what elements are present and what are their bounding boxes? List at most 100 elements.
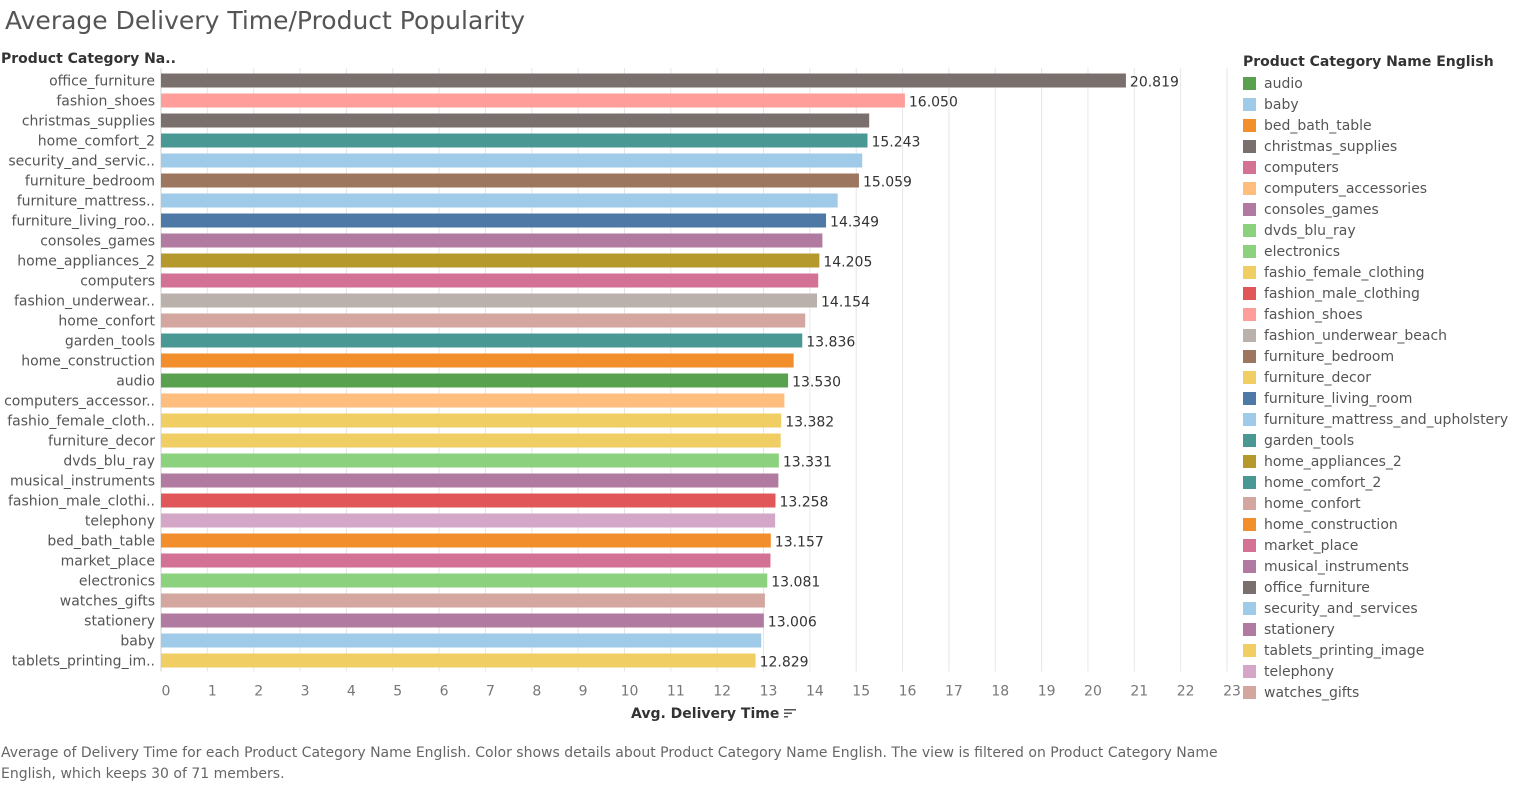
category-label: bed_bath_table <box>47 534 155 550</box>
legend-item[interactable]: home_appliances_2 <box>1243 451 1529 472</box>
bar[interactable] <box>161 273 819 288</box>
bar[interactable] <box>161 213 827 228</box>
legend-item[interactable]: fashion_shoes <box>1243 304 1529 325</box>
legend-swatch <box>1243 413 1256 426</box>
legend-item[interactable]: consoles_games <box>1243 199 1529 220</box>
legend-swatch <box>1243 224 1256 237</box>
bar[interactable] <box>161 433 781 448</box>
bar[interactable] <box>161 73 1126 88</box>
bar[interactable] <box>161 633 762 648</box>
bar[interactable] <box>161 573 768 588</box>
x-tick-label: 13 <box>760 684 778 700</box>
row-header[interactable]: Product Category Na.. <box>1 51 176 67</box>
category-label: consoles_games <box>40 234 155 250</box>
legend-label: bed_bath_table <box>1264 117 1372 134</box>
bar[interactable] <box>161 593 765 608</box>
category-label: home_construction <box>21 354 155 370</box>
legend-item[interactable]: computers_accessories <box>1243 178 1529 199</box>
x-tick-label: 0 <box>162 684 171 700</box>
legend-item[interactable]: fashion_underwear_beach <box>1243 325 1529 346</box>
legend-label: furniture_living_room <box>1264 390 1413 407</box>
legend-item[interactable]: watches_gifts <box>1243 682 1529 703</box>
bar[interactable] <box>161 153 863 168</box>
bar[interactable] <box>161 313 806 328</box>
legend-item[interactable]: bed_bath_table <box>1243 115 1529 136</box>
category-label: home_confort <box>58 314 155 330</box>
bar[interactable] <box>161 393 785 408</box>
bar[interactable] <box>161 413 782 428</box>
category-label: fashion_shoes <box>56 94 155 110</box>
bar[interactable] <box>161 493 776 508</box>
legend-item[interactable]: security_and_services <box>1243 598 1529 619</box>
legend-item[interactable]: home_construction <box>1243 514 1529 535</box>
bar[interactable] <box>161 373 789 388</box>
bar[interactable] <box>161 613 764 628</box>
x-tick-label: 21 <box>1130 684 1148 700</box>
x-tick-label: 3 <box>301 684 310 700</box>
legend-item[interactable]: fashion_male_clothing <box>1243 283 1529 304</box>
bar[interactable] <box>161 533 771 548</box>
bar[interactable] <box>161 233 823 248</box>
legend-item[interactable]: tablets_printing_image <box>1243 640 1529 661</box>
bar[interactable] <box>161 653 756 668</box>
bar[interactable] <box>161 333 803 348</box>
legend-label: market_place <box>1264 537 1359 554</box>
legend-label: home_comfort_2 <box>1264 474 1382 491</box>
legend-item[interactable]: baby <box>1243 94 1529 115</box>
data-label: 13.258 <box>779 495 828 511</box>
legend-item[interactable]: computers <box>1243 157 1529 178</box>
x-tick-label: 16 <box>899 684 917 700</box>
bar[interactable] <box>161 513 776 528</box>
x-tick-label: 2 <box>254 684 263 700</box>
legend-item[interactable]: garden_tools <box>1243 430 1529 451</box>
legend-item[interactable]: office_furniture <box>1243 577 1529 598</box>
legend-label: furniture_decor <box>1264 369 1372 386</box>
category-label: dvds_blu_ray <box>63 454 155 470</box>
x-axis-title-container[interactable]: Avg. Delivery Time <box>631 706 797 722</box>
data-label: 12.829 <box>760 655 809 671</box>
legend-label: home_construction <box>1264 516 1398 533</box>
legend-item[interactable]: musical_instruments <box>1243 556 1529 577</box>
bar[interactable] <box>161 113 870 128</box>
legend-item[interactable]: market_place <box>1243 535 1529 556</box>
legend-swatch <box>1243 329 1256 342</box>
bar[interactable] <box>161 253 820 268</box>
legend-item[interactable]: dvds_blu_ray <box>1243 220 1529 241</box>
legend-swatch <box>1243 98 1256 111</box>
bar[interactable] <box>161 473 779 488</box>
bar[interactable] <box>161 133 868 148</box>
legend-item[interactable]: stationery <box>1243 619 1529 640</box>
legend-swatch <box>1243 665 1256 678</box>
legend-item[interactable]: home_comfort_2 <box>1243 472 1529 493</box>
legend-item[interactable]: home_confort <box>1243 493 1529 514</box>
legend-item[interactable]: furniture_mattress_and_upholstery <box>1243 409 1529 430</box>
x-tick-label: 20 <box>1084 684 1102 700</box>
x-tick-label: 7 <box>486 684 495 700</box>
bar[interactable] <box>161 553 771 568</box>
legend-swatch <box>1243 140 1256 153</box>
legend-item[interactable]: christmas_supplies <box>1243 136 1529 157</box>
legend-label: fashio_female_clothing <box>1264 264 1425 281</box>
x-tick-label: 5 <box>393 684 402 700</box>
legend-item[interactable]: telephony <box>1243 661 1529 682</box>
legend-item[interactable]: furniture_bedroom <box>1243 346 1529 367</box>
bar[interactable] <box>161 353 794 368</box>
bar[interactable] <box>161 93 905 108</box>
legend-label: home_confort <box>1264 495 1361 512</box>
x-tick-label: 17 <box>945 684 963 700</box>
legend-swatch <box>1243 476 1256 489</box>
bar[interactable] <box>161 293 818 308</box>
legend-item[interactable]: fashio_female_clothing <box>1243 262 1529 283</box>
legend-item[interactable]: furniture_living_room <box>1243 388 1529 409</box>
data-label: 15.243 <box>871 135 920 151</box>
bar[interactable] <box>161 453 779 468</box>
legend-item[interactable]: furniture_decor <box>1243 367 1529 388</box>
legend-item[interactable]: electronics <box>1243 241 1529 262</box>
legend-item[interactable]: audio <box>1243 73 1529 94</box>
sort-descending-icon[interactable] <box>784 706 797 722</box>
bar[interactable] <box>161 193 838 208</box>
category-label: watches_gifts <box>60 594 155 610</box>
data-label: 13.157 <box>775 535 824 551</box>
legend-swatch <box>1243 581 1256 594</box>
bar[interactable] <box>161 173 859 188</box>
